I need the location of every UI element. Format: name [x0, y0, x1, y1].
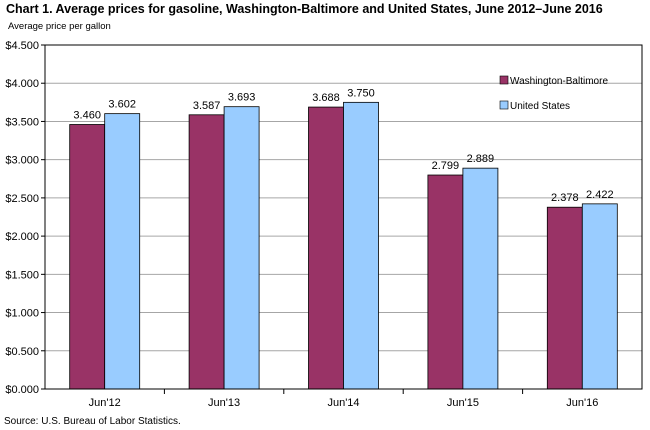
data-label: 3.688 [312, 92, 340, 104]
y-tick-label: $0.500 [5, 346, 39, 358]
y-axis-tick-labels: $0.000 $0.500 $1.000 $1.500 $2.000 $2.500 $3.0… [5, 40, 39, 396]
x-tick-label: Jun'12 [89, 397, 121, 409]
bar-washington-baltimore [308, 106, 344, 390]
legend-label: Washington-Baltimore [510, 76, 608, 87]
data-labels: 3.460 3.602 3.587 3.693 3.688 3.750 2.799 2.889… [73, 87, 613, 204]
bar-united-states [223, 106, 260, 390]
y-tick-label: $0.000 [5, 384, 39, 396]
bar-united-states [343, 101, 379, 390]
data-label: 2.378 [551, 192, 579, 204]
data-label: 2.889 [467, 153, 495, 165]
legend: Washington-Baltimore United States [499, 75, 608, 112]
data-label: 3.750 [347, 87, 375, 99]
chart-title: Chart 1. Average prices for gasoline, Wa… [6, 2, 603, 16]
plot-frame [44, 44, 643, 390]
bar-washington-baltimore [69, 124, 106, 390]
data-label: 3.693 [228, 92, 256, 104]
x-tick-label: Jun'16 [566, 397, 598, 409]
y-tick-label: $3.000 [5, 155, 39, 167]
plot-border [44, 44, 643, 390]
y-tick-label: $1.500 [5, 269, 39, 281]
data-label: 2.422 [586, 189, 614, 201]
data-label: 3.460 [73, 110, 101, 122]
bar-united-states [581, 203, 618, 390]
bar-united-states [462, 167, 499, 390]
bar-washington-baltimore [427, 174, 464, 390]
bar-washington-baltimore [546, 206, 583, 390]
x-tick-label: Jun'14 [327, 397, 359, 409]
legend-swatch [499, 100, 509, 110]
x-tick-label: Jun'13 [208, 397, 240, 409]
bars [69, 101, 618, 390]
y-tick-label: $3.500 [5, 116, 39, 128]
bar-united-states [104, 113, 141, 390]
data-label: 2.799 [432, 160, 460, 172]
y-tick-label: $4.500 [5, 40, 39, 52]
y-tick-label: $1.000 [5, 308, 39, 320]
y-axis-label: Average price per gallon [8, 21, 111, 32]
bar-washington-baltimore [188, 114, 225, 390]
data-label: 3.587 [193, 100, 221, 112]
x-tick-label: Jun'15 [447, 397, 479, 409]
x-axis-tick-labels: Jun'12 Jun'13 Jun'14 Jun'15 Jun'16 [89, 389, 598, 409]
source-note: Source: U.S. Bureau of Labor Statistics. [4, 416, 181, 427]
legend-swatch [499, 75, 509, 85]
legend-label: United States [510, 101, 570, 112]
y-tick-label: $2.500 [5, 193, 39, 205]
data-label: 3.602 [108, 99, 136, 111]
y-tick-label: $4.000 [5, 78, 39, 90]
y-tick-label: $2.000 [5, 231, 39, 243]
